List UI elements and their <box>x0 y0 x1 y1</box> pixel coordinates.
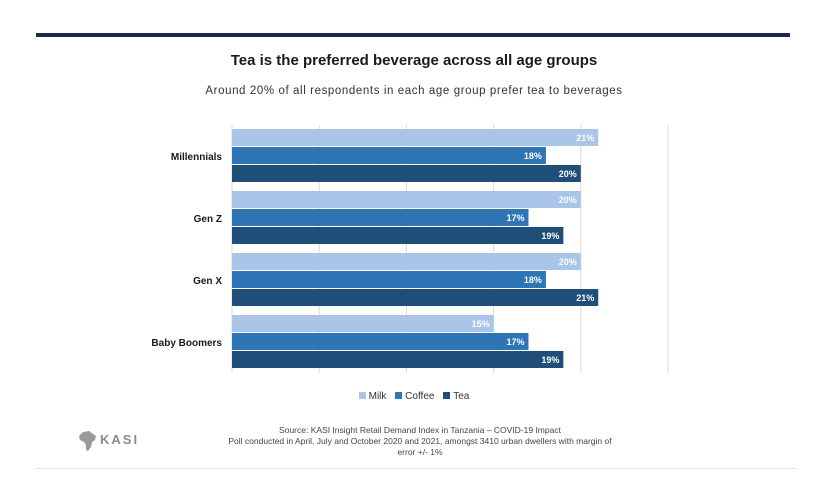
data-label-milk-3: 15% <box>472 319 490 329</box>
category-label-2: Gen X <box>193 276 222 287</box>
legend-item-coffee: Coffee <box>395 391 434 402</box>
data-label-tea-1: 19% <box>541 231 559 241</box>
legend: Milk Coffee Tea <box>0 391 828 402</box>
data-label-tea-2: 21% <box>576 293 594 303</box>
bar-milk-1 <box>232 191 581 208</box>
legend-swatch-coffee <box>395 392 403 399</box>
bar-coffee-2 <box>232 271 546 288</box>
category-label-3: Baby Boomers <box>151 338 222 349</box>
bar-coffee-0 <box>232 147 546 164</box>
data-label-milk-1: 20% <box>559 195 577 205</box>
legend-item-milk: Milk <box>358 391 387 402</box>
legend-label-coffee: Coffee <box>405 391 435 402</box>
bar-tea-1 <box>232 227 564 244</box>
africa-map-icon <box>79 431 96 451</box>
bar-coffee-3 <box>232 333 529 350</box>
category-label-0: Millennials <box>171 152 223 163</box>
top-rule <box>36 33 790 37</box>
bar-tea-3 <box>232 351 564 368</box>
data-label-tea-0: 20% <box>559 169 577 179</box>
bar-chart: Millennials 21% 18% 20% Gen Z 20% 17% 19% Gen X 2… <box>151 125 669 373</box>
category-label-1: Gen Z <box>194 214 222 225</box>
chart-subtitle: Around 20% of all respondents in each ag… <box>205 85 623 97</box>
data-label-milk-0: 21% <box>576 133 594 143</box>
source-line-1: Source: KASI Insight Retail Demand Index… <box>279 425 561 435</box>
source-line-3: error +/- 1% <box>397 447 443 457</box>
bar-milk-3 <box>232 315 494 332</box>
data-label-tea-3: 19% <box>541 355 559 365</box>
legend-swatch-tea <box>443 392 451 399</box>
logo-text: KASI <box>100 432 140 447</box>
legend-swatch-milk <box>358 392 366 399</box>
bottom-rule <box>36 468 796 469</box>
bar-tea-0 <box>232 165 581 182</box>
source-line-2: Poll conducted in April, July and Octobe… <box>228 436 612 446</box>
legend-label-milk: Milk <box>368 391 387 402</box>
bar-milk-2 <box>232 253 581 270</box>
chart-title: Tea is the preferred beverage across all… <box>230 52 598 69</box>
data-label-coffee-0: 18% <box>524 151 542 161</box>
legend-item-tea: Tea <box>443 391 469 402</box>
bar-tea-2 <box>232 289 599 306</box>
kasi-logo: KASI <box>78 430 168 452</box>
data-label-coffee-3: 17% <box>506 337 524 347</box>
source-note: Source: KASI Insight Retail Demand Index… <box>180 425 660 458</box>
bar-coffee-1 <box>232 209 529 226</box>
data-label-coffee-1: 17% <box>506 213 524 223</box>
legend-label-tea: Tea <box>453 391 470 402</box>
data-label-coffee-2: 18% <box>524 275 542 285</box>
bar-milk-0 <box>232 129 599 146</box>
data-label-milk-2: 20% <box>559 257 577 267</box>
